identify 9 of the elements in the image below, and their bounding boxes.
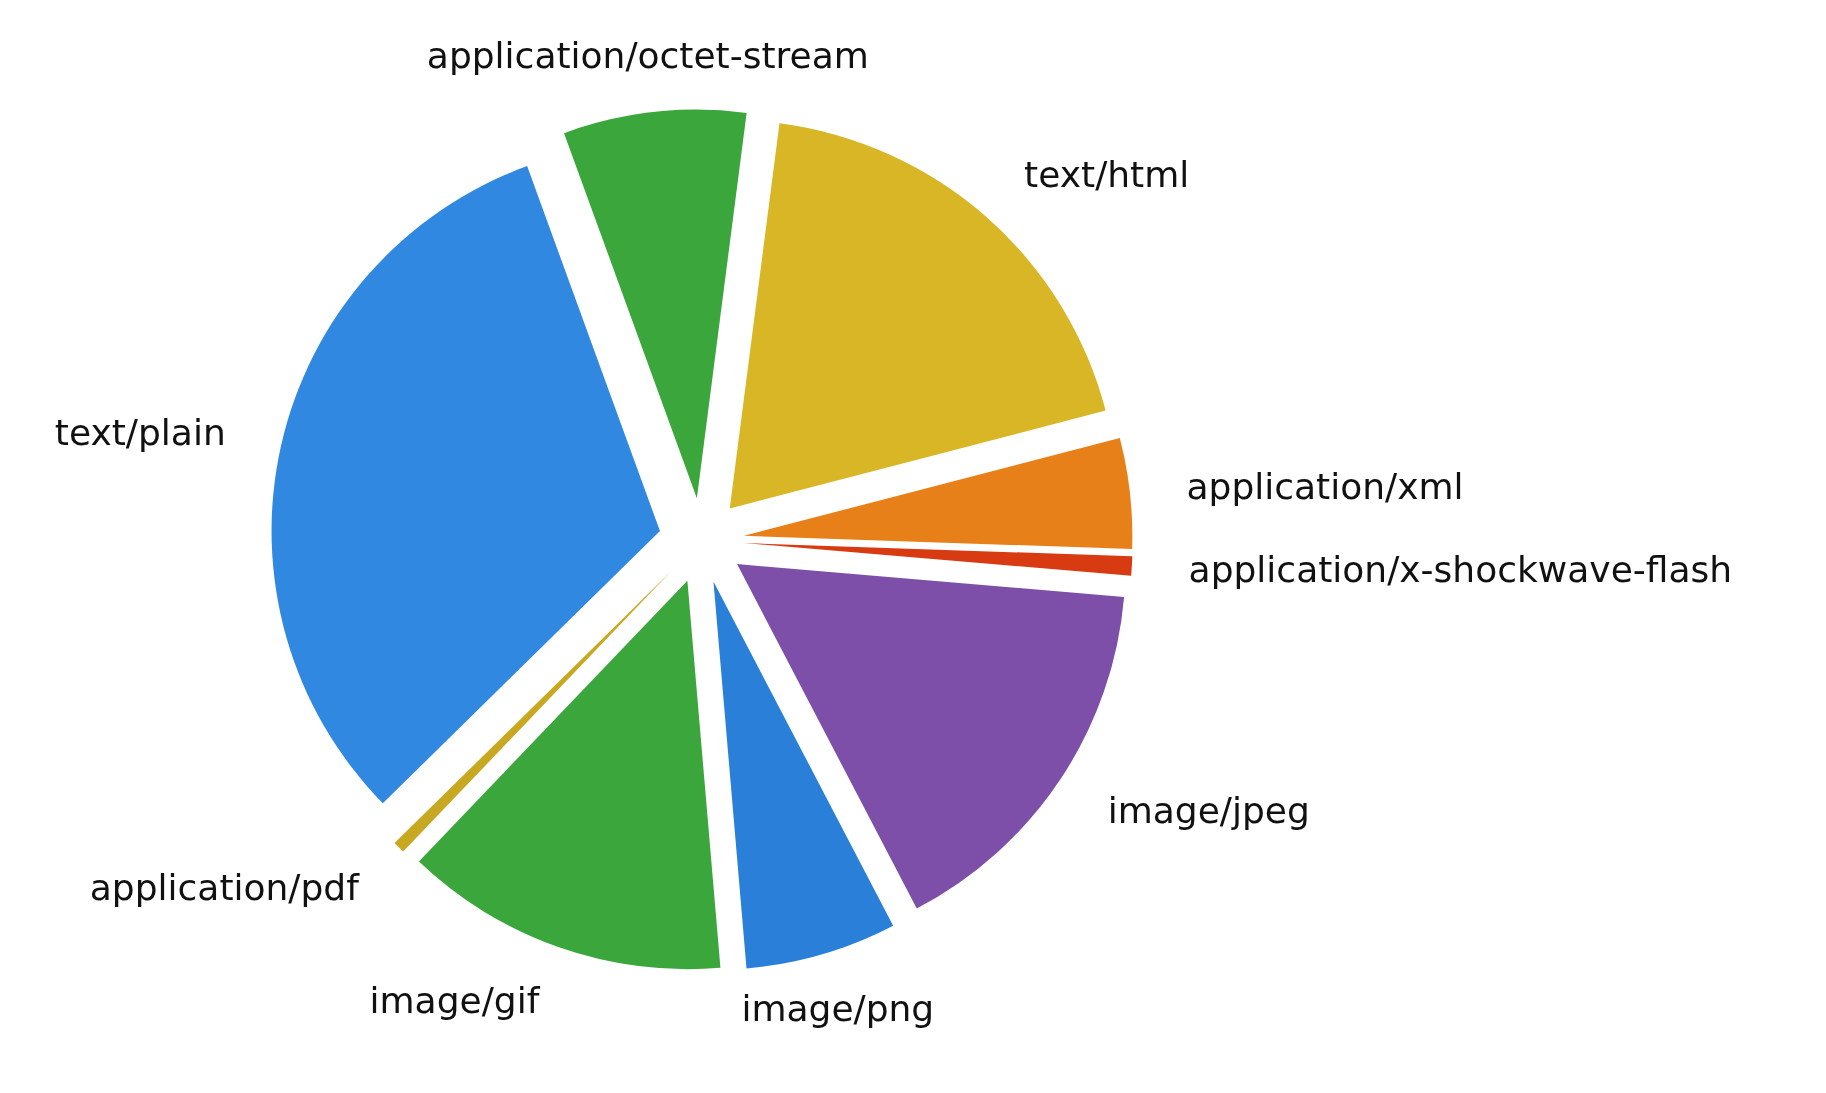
slice-label: image/jpeg (1107, 790, 1310, 832)
slice-label: image/gif (369, 980, 541, 1022)
slice-label: application/octet-stream (426, 35, 869, 77)
slice-label: image/png (741, 988, 935, 1030)
slice-label: application/x-shockwave-flash (1188, 548, 1733, 590)
slice-label: text/html (1024, 153, 1190, 195)
slice-label: application/pdf (89, 867, 361, 909)
slice-label: text/plain (54, 412, 226, 454)
slice-label: application/xml (1186, 466, 1464, 508)
